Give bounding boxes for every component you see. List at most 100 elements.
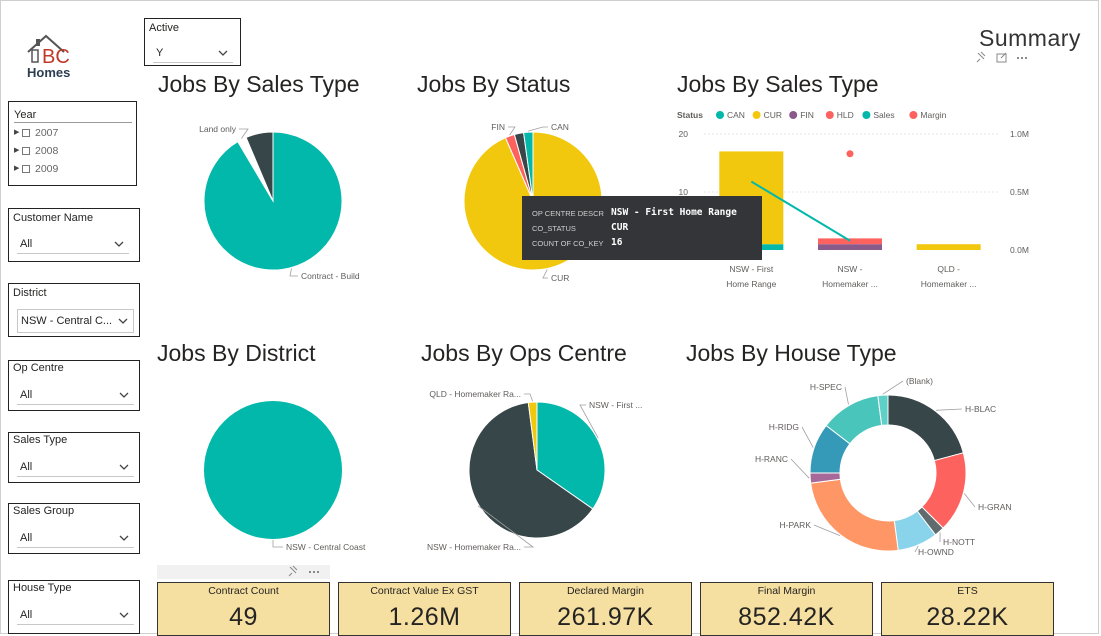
year-slicer-title: Year (14, 109, 37, 121)
legend-marker-cur (752, 111, 761, 119)
district-slicer: District NSW - Central C... (8, 283, 140, 337)
legend-marker-can (716, 111, 724, 119)
active-slicer-title: Active (149, 22, 179, 34)
leader-line (882, 380, 904, 395)
leader-line (813, 524, 841, 537)
sales-type-value: All (20, 461, 33, 473)
pie-label-nsw-homemaker-ra: NSW - Homemaker Ra... (427, 542, 521, 552)
year-item[interactable]: ▶ 2008 (14, 142, 58, 160)
house-type-value: All (20, 609, 33, 621)
house-type-dropdown[interactable]: All (17, 605, 134, 625)
leader-line (963, 493, 976, 508)
pie-slice-nsw-first (536, 401, 606, 510)
kpi-title: Contract Value Ex GST (370, 585, 479, 597)
more-options-icon[interactable] (1017, 57, 1027, 59)
house-type-donut-title: Jobs By House Type (686, 340, 897, 366)
sales-type-slicer: Sales Type All (8, 432, 140, 483)
legend-label-cur: CUR (764, 110, 782, 120)
district-pie-title: Jobs By District (157, 340, 316, 366)
pie-slice-qld-homemaker-ra (527, 401, 538, 471)
leader-line (528, 126, 548, 132)
donut-label-h-ranc: H-RANC (755, 454, 788, 464)
pie-label-can: CAN (551, 122, 569, 132)
tooltip-value: CUR (611, 222, 629, 233)
sales-group-slicer-title: Sales Group (13, 505, 75, 517)
pie-slice-nsw-homemaker-ra (468, 401, 594, 539)
legend-label-can: CAN (727, 110, 745, 120)
donut-label-h-nott: H-NOTT (943, 537, 975, 547)
pie-slice-nsw-central-coast (204, 401, 342, 539)
expand-icon[interactable]: ▶ (14, 165, 20, 172)
sales-type-combo-title: Jobs By Sales Type (677, 71, 879, 97)
more-options-icon[interactable] (309, 571, 319, 573)
donut-label-h-gran: H-GRAN (978, 502, 1012, 512)
sales-group-dropdown[interactable]: All (17, 528, 134, 548)
pin-icon[interactable] (288, 565, 298, 577)
kpi-value: 1.26M (388, 603, 461, 631)
house-type-slicer: House Type All (8, 580, 140, 634)
customer-name-slicer: Customer Name All (8, 208, 140, 262)
y2-tick-label: 0.0M (1010, 245, 1029, 255)
chevron-down-icon (119, 612, 129, 618)
pie-slice-blank (877, 394, 889, 426)
year-slicer: Year ▶ 2007 ▶ 2008 ▶ 2009 (8, 101, 137, 186)
expand-icon[interactable]: ▶ (14, 129, 20, 136)
x-tick-label: NSW - (837, 264, 862, 274)
pie-label-cur: CUR (551, 273, 569, 283)
checkbox-icon[interactable] (22, 129, 30, 137)
legend-title: Status (677, 110, 703, 120)
y2-tick-label: 1.0M (1010, 129, 1029, 139)
kpi-card-declared-margin: Declared Margin 261.97K (519, 582, 692, 636)
kpi-title: Contract Count (208, 585, 279, 597)
chevron-down-icon (119, 535, 129, 541)
chevron-down-icon (114, 241, 124, 247)
tooltip-value: 16 (611, 237, 623, 248)
leader-line (790, 458, 810, 479)
district-slicer-title: District (13, 287, 47, 299)
donut-label-h-park: H-PARK (780, 520, 812, 530)
sales-group-slicer: Sales Group All (8, 503, 140, 554)
donut-label-h-spec: H-SPEC (810, 382, 842, 392)
tooltip-label: CO_STATUS (532, 224, 576, 233)
customer-name-value: All (20, 238, 33, 250)
y-tick-label: 10 (679, 187, 689, 197)
pie-label-qld-homemaker-ra: QLD - Homemaker Ra... (429, 389, 521, 399)
kpi-header-bar (157, 565, 330, 579)
y-tick-label: 20 (679, 129, 689, 139)
kpi-card-contract-count: Contract Count 49 (157, 582, 330, 636)
year-item[interactable]: ▶ 2007 (14, 124, 58, 142)
legend-label-sales: Sales (873, 110, 894, 120)
year-item-label: 2008 (35, 145, 59, 157)
leader-line (914, 545, 919, 553)
sales-line (750, 180, 851, 242)
customer-name-dropdown[interactable]: All (17, 234, 129, 254)
bar-segment-cur (916, 244, 981, 250)
district-dropdown[interactable]: NSW - Central C... (17, 309, 134, 333)
chevron-down-icon (119, 464, 129, 470)
legend-marker-margin (909, 111, 918, 119)
op-centre-dropdown[interactable]: All (17, 385, 134, 405)
year-item[interactable]: ▶ 2009 (14, 160, 58, 178)
leader-line (524, 393, 533, 402)
checkbox-icon[interactable] (22, 147, 30, 155)
legend-label-fin: FIN (800, 110, 814, 120)
leader-line (289, 268, 298, 277)
x-tick-label: NSW - First (729, 264, 774, 274)
status-pie-title: Jobs By Status (417, 71, 571, 97)
legend-marker-sales (862, 111, 871, 119)
pie-slice-h-blac (887, 394, 964, 462)
expand-icon[interactable]: ▶ (14, 147, 20, 154)
focus-mode-icon[interactable] (996, 52, 1007, 63)
chevron-down-icon (118, 318, 128, 324)
year-item-label: 2009 (35, 163, 59, 175)
checkbox-icon[interactable] (22, 165, 30, 173)
donut-label-h-ownd: H-OWND (918, 547, 954, 557)
tooltip-label: COUNT OF CO_KEY (532, 239, 604, 248)
active-dropdown[interactable]: Y (153, 43, 233, 63)
pie-label-nsw-central-coast: NSW - Central Coast (286, 542, 366, 552)
pin-icon[interactable] (976, 51, 986, 63)
logo-letters: BC (42, 46, 70, 68)
sales-type-dropdown[interactable]: All (17, 457, 134, 477)
bar-segment-fin (818, 244, 882, 250)
district-value: NSW - Central C... (21, 315, 113, 327)
